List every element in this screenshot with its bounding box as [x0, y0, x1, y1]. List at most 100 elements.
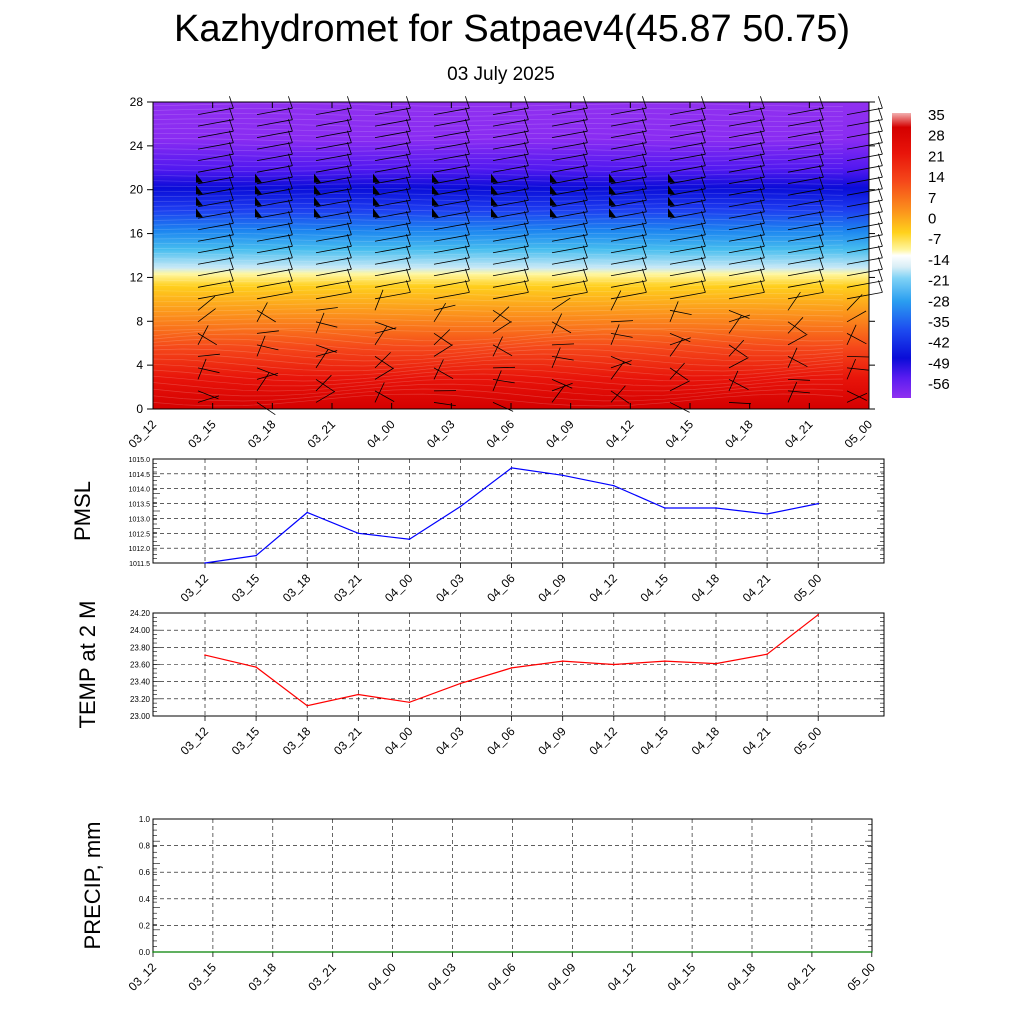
wind-barb-feather [642, 245, 647, 258]
wind-barb [492, 321, 512, 334]
wind-barb-feather [524, 199, 529, 212]
data-point [871, 951, 873, 953]
heatmap-x-tick-label: 03_21 [305, 417, 339, 451]
wind-barb [551, 355, 574, 361]
wind-barb [433, 257, 470, 265]
wind-barb-feather [229, 222, 234, 235]
wind-barb-feather [524, 107, 529, 120]
wind-barb [846, 358, 856, 380]
colorbar-label: -28 [928, 293, 950, 310]
contour-line [152, 303, 844, 307]
wind-barb [551, 379, 573, 389]
wind-barb [728, 402, 752, 405]
contour-line [152, 258, 844, 262]
wind-barb-feather [878, 153, 883, 166]
wind-barb [787, 333, 808, 346]
wind-barb [728, 130, 765, 139]
wind-barb-feather [406, 188, 411, 201]
x-tick-label: 04_00 [382, 571, 416, 605]
wind-barb [315, 344, 337, 353]
wind-barb [433, 367, 454, 380]
wind-barb-feather [760, 245, 765, 258]
contour-line [152, 133, 844, 137]
contour-line [152, 373, 844, 387]
heatmap-y-tick-label: 0 [136, 402, 143, 416]
wind-barb-feather [465, 211, 470, 224]
wind-barb [256, 280, 293, 288]
wind-barb [492, 379, 515, 384]
wind-barb-feather [583, 142, 588, 155]
wind-barb-feather [465, 119, 470, 132]
wind-barb [197, 295, 216, 311]
data-point [715, 662, 717, 665]
data-point [613, 484, 615, 487]
wind-barb [846, 199, 883, 208]
wind-barb-feather [229, 234, 234, 247]
data-point [459, 682, 462, 685]
heatmap-x-tick-label: 04_12 [603, 417, 637, 451]
wind-barb-flag [255, 173, 262, 183]
wind-barb [374, 234, 411, 242]
wind-barb-feather [229, 280, 234, 293]
wind-barb [728, 357, 749, 369]
wind-barb [374, 176, 411, 185]
wind-barb [256, 257, 293, 265]
colorbar-label: -35 [928, 314, 950, 331]
wind-barb-feather [760, 188, 765, 201]
contour-line [152, 328, 844, 332]
wind-barb-feather [701, 165, 706, 178]
wind-barb [669, 222, 706, 231]
wind-barb-feather [878, 119, 883, 132]
y-tick-label: 0.0 [139, 948, 151, 957]
wind-barb-flag [314, 208, 321, 218]
wind-barb [610, 142, 647, 150]
wind-barb [669, 402, 690, 413]
wind-barb [787, 119, 824, 127]
wind-barb [669, 130, 706, 139]
wind-barb [610, 222, 647, 231]
wind-barb [256, 119, 293, 127]
wind-barb-feather [288, 234, 293, 247]
y-tick-label: 0.8 [139, 842, 151, 851]
wind-barb [492, 336, 503, 357]
wind-barb [669, 268, 706, 277]
wind-barb [610, 332, 633, 338]
wind-barb-feather [701, 245, 706, 258]
colorbar-label: 35 [928, 107, 945, 124]
wind-barb [256, 302, 268, 323]
wind-barb [197, 119, 234, 127]
x-tick-label: 03_18 [245, 960, 279, 994]
wind-barb [315, 245, 352, 254]
wind-barb-feather [819, 153, 824, 166]
wind-barb [197, 325, 209, 346]
contour-line [152, 263, 844, 267]
wind-barb-feather [819, 107, 824, 120]
wind-barb-feather [465, 142, 470, 155]
wind-barb [374, 130, 411, 139]
wind-barb [846, 222, 883, 231]
contour-line [152, 368, 844, 382]
wind-barb [787, 292, 824, 300]
x-tick-label: 04_03 [433, 571, 467, 605]
wind-barb-feather [406, 176, 411, 189]
wind-barb [787, 356, 808, 368]
data-point [715, 507, 717, 509]
wind-barb-feather [524, 176, 529, 189]
heatmap-x-tick-label: 03_18 [245, 417, 279, 451]
wind-barb [669, 119, 706, 127]
wind-barb-feather [760, 176, 765, 189]
wind-barb-feather [229, 257, 234, 270]
wind-barb [610, 385, 626, 403]
wind-barb-feather [819, 234, 824, 247]
wind-barb [197, 153, 234, 162]
wind-barb [787, 107, 824, 116]
wind-barb [728, 107, 765, 116]
contour-line [152, 183, 844, 187]
wind-barb [256, 211, 293, 219]
y-tick-label: 1012.5 [129, 531, 151, 538]
wind-barb [610, 356, 632, 366]
wind-barb-flag [668, 196, 675, 206]
y-tick-label: 23.20 [130, 695, 151, 704]
wind-barb [492, 245, 529, 254]
